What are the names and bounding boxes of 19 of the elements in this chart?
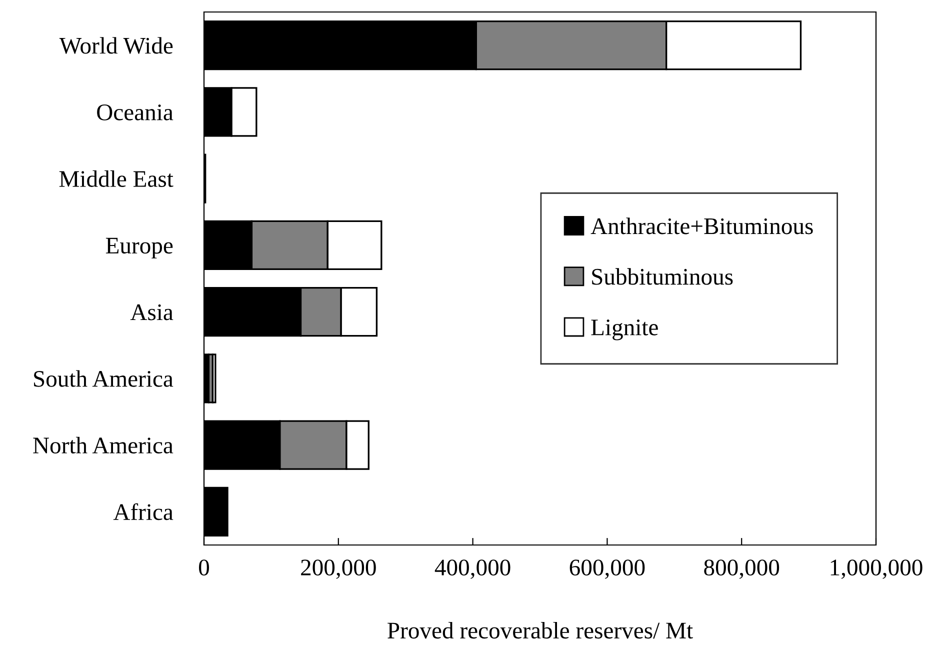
y-tick-label: Asia: [130, 304, 174, 320]
y-tick-label: Middle East: [59, 170, 174, 187]
y-tick-label: World Wide: [59, 37, 173, 54]
y-tick-label: South America: [34, 370, 174, 387]
y-tick-label: Africa: [113, 503, 174, 520]
legend-label: Subbituminous: [592, 268, 733, 285]
x-tick-label: 400,000: [434, 560, 510, 579]
x-tick-label: 1,000,000: [830, 560, 922, 579]
x-tick-label: 0: [198, 560, 210, 576]
y-tick-label: Oceania: [97, 104, 174, 120]
y-tick-label: North America: [33, 436, 174, 454]
x-axis-title: Proved recoverable reserves/ Mt: [388, 622, 693, 639]
x-tick-label: 800,000: [704, 560, 780, 579]
x-tick-label: 200,000: [301, 560, 376, 579]
legend-label: Anthracite+Bituminous: [590, 218, 813, 234]
x-tick-label: 600,000: [570, 560, 645, 579]
y-tick-label: Europe: [106, 238, 173, 258]
legend-label: Lignite: [591, 320, 658, 340]
bar: [212, 354, 216, 404]
